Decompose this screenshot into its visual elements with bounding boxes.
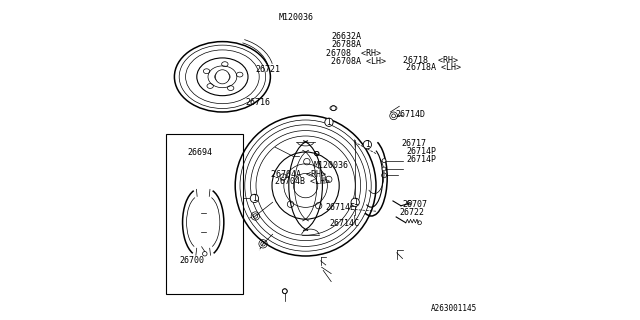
Text: 26708A <LH>: 26708A <LH>	[332, 57, 386, 66]
Circle shape	[351, 198, 360, 206]
Text: 1: 1	[252, 194, 257, 203]
Text: 26704A <RH>: 26704A <RH>	[271, 170, 326, 179]
Text: 26717: 26717	[402, 139, 427, 148]
Circle shape	[250, 194, 259, 203]
Text: M120036: M120036	[314, 161, 349, 170]
Text: 26716: 26716	[246, 98, 271, 107]
Text: 1: 1	[353, 198, 358, 207]
Text: 26722: 26722	[399, 208, 424, 217]
Text: 1: 1	[365, 140, 370, 149]
Circle shape	[325, 118, 333, 126]
Text: 26700: 26700	[179, 256, 204, 265]
Text: 26632A: 26632A	[332, 32, 361, 41]
Text: 26707: 26707	[403, 200, 428, 209]
Text: 26714C: 26714C	[329, 219, 359, 228]
Text: M120036: M120036	[278, 13, 314, 22]
Text: 1: 1	[326, 118, 332, 127]
Text: 26788A: 26788A	[332, 40, 361, 49]
Circle shape	[215, 70, 230, 84]
Circle shape	[382, 159, 386, 163]
Text: 26714P: 26714P	[406, 147, 436, 156]
Text: 26694: 26694	[187, 148, 212, 157]
Circle shape	[382, 167, 386, 171]
Text: A263001145: A263001145	[431, 304, 477, 313]
Text: 26718  <RH>: 26718 <RH>	[403, 56, 458, 65]
Text: 26704B <LH>: 26704B <LH>	[275, 177, 330, 186]
Text: 26708  <RH>: 26708 <RH>	[326, 49, 381, 58]
Text: 26714E: 26714E	[326, 203, 356, 212]
Circle shape	[392, 114, 396, 118]
Text: 26714D: 26714D	[396, 110, 425, 119]
Text: 26721: 26721	[255, 65, 280, 74]
Bar	[166, 134, 243, 294]
Text: 26714P: 26714P	[406, 155, 436, 164]
Circle shape	[364, 140, 372, 149]
Text: 26718A <LH>: 26718A <LH>	[406, 63, 461, 72]
